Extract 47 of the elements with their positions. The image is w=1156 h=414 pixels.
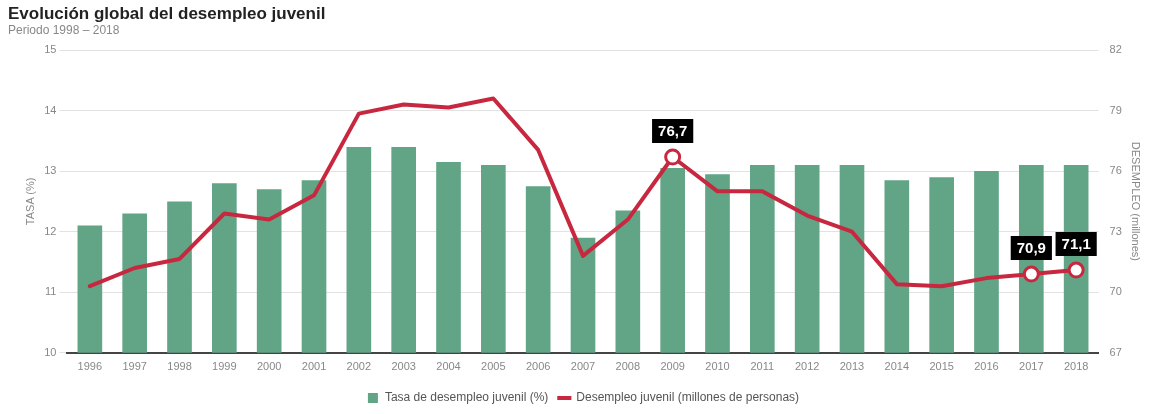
point <box>1067 261 1085 279</box>
chart-title: Evolución global del desempleo juvenil <box>8 4 326 24</box>
x-tick-label: 2012 <box>794 360 820 373</box>
y-tick-label: 11 <box>45 285 57 298</box>
x-tick-label: 2017 <box>1019 360 1044 373</box>
y2-tick-label: 73 <box>1109 224 1122 237</box>
legend-label: Desempleo juvenil (millones de personas) <box>576 390 800 405</box>
legend-label: Tasa de desempleo juvenil (%) <box>384 390 549 405</box>
x-tick-label: 2016 <box>974 360 999 373</box>
x-tick-label: 2003 <box>391 360 416 373</box>
x-tick-label: 2000 <box>256 360 282 373</box>
y-axis-title: TASA (%) <box>23 177 36 226</box>
x-tick-label: 2018 <box>1063 360 1089 373</box>
x-tick-label: 1999 <box>212 360 237 373</box>
x-tick-label: 2005 <box>481 360 506 373</box>
x-tick-label: 2015 <box>929 360 954 373</box>
chart-subtitle: Periodo 1998 – 2018 <box>8 23 120 37</box>
y-tick-label: 14 <box>44 103 57 116</box>
x-tick-label: 2013 <box>839 360 865 373</box>
data-label: 71,1 <box>1061 235 1091 253</box>
data-label: 70,9 <box>1016 239 1046 257</box>
y2-axis-title: DESEMPLEO (millones) <box>1130 141 1143 261</box>
x-tick-label: 2004 <box>436 360 461 373</box>
y2-tick-label: 70 <box>1109 285 1122 298</box>
x-tick-label: 2014 <box>884 360 910 373</box>
point <box>1022 265 1040 283</box>
x-tick-label: 2006 <box>525 360 551 373</box>
point <box>664 148 682 166</box>
data-label: 76,7 <box>658 122 688 140</box>
x-tick-label: 2002 <box>346 360 372 373</box>
x-tick-label: 2008 <box>615 360 641 373</box>
y2-tick-label: 79 <box>1109 103 1122 116</box>
x-tick-label: 2011 <box>750 360 775 373</box>
x-tick-label: 2001 <box>301 360 327 373</box>
y-tick-label: 13 <box>44 164 57 177</box>
y2-tick-label: 67 <box>1109 345 1122 358</box>
y-tick-label: 15 <box>44 43 57 56</box>
x-tick-label: 1997 <box>122 360 147 373</box>
x-tick-label: 1996 <box>77 360 103 373</box>
x-tick-label: 2010 <box>705 360 730 373</box>
x-tick-label: 2007 <box>570 360 596 373</box>
y2-tick-label: 76 <box>1109 164 1122 177</box>
y-tick-label: 12 <box>44 224 57 237</box>
x-tick-label: 1998 <box>167 360 192 373</box>
x-tick-label: 2009 <box>660 360 685 373</box>
y2-tick-label: 82 <box>1109 43 1122 56</box>
y-tick-label: 10 <box>44 345 57 358</box>
